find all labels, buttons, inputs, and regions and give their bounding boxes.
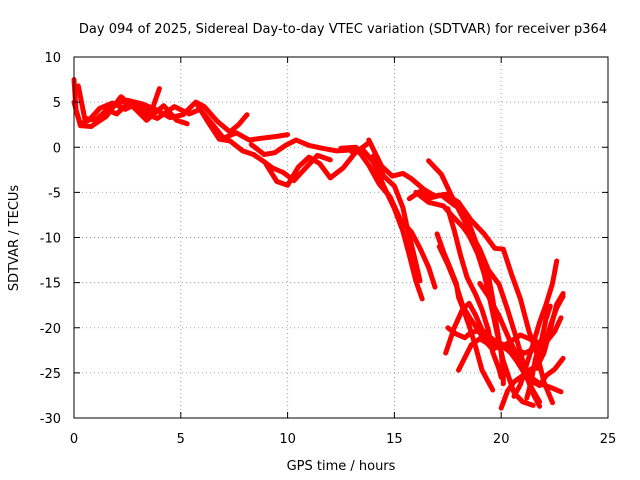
y-tick-label: -15 (40, 277, 61, 292)
x-tick-label: 0 (70, 432, 78, 447)
series-sat-e (195, 103, 333, 184)
y-tick-label: -10 (40, 232, 61, 247)
y-tick-label: 10 (44, 51, 61, 66)
series-sat-z (535, 293, 566, 371)
y-tick-label: -20 (40, 322, 61, 337)
series-sat-c (75, 83, 250, 135)
grid (74, 57, 608, 418)
series-sat-g (263, 149, 367, 188)
y-tick-label: -30 (40, 412, 61, 427)
x-tick-label: 5 (177, 432, 185, 447)
series-sat-j (338, 144, 438, 290)
x-tick-label: 25 (600, 432, 617, 447)
y-tick-label: 5 (53, 96, 61, 111)
y-axis-label: SDTVAR / TECUs (7, 185, 22, 292)
series-sat-k (366, 137, 555, 406)
x-tick-label: 15 (386, 432, 403, 447)
y-tick-label: 0 (53, 141, 61, 156)
series-sat-i (370, 153, 423, 284)
y-tick-label: -25 (40, 367, 61, 382)
chart-title: Day 094 of 2025, Sidereal Day-to-day VTE… (79, 22, 607, 37)
x-tick-label: 20 (493, 432, 510, 447)
y-tick-label: -5 (48, 186, 61, 201)
axis-ticks: 0 5 10 15 20 25 10 5 0 -5 -10 -15 -20 -25 -30 (40, 51, 617, 447)
x-axis-label: GPS time / hours (287, 459, 396, 474)
series-sat-v (505, 344, 566, 388)
series-sat-y (524, 303, 553, 401)
series-sat-o (445, 206, 504, 380)
x-tick-label: 10 (279, 432, 296, 447)
data-traces (71, 77, 566, 411)
series-sat-x (511, 258, 560, 399)
